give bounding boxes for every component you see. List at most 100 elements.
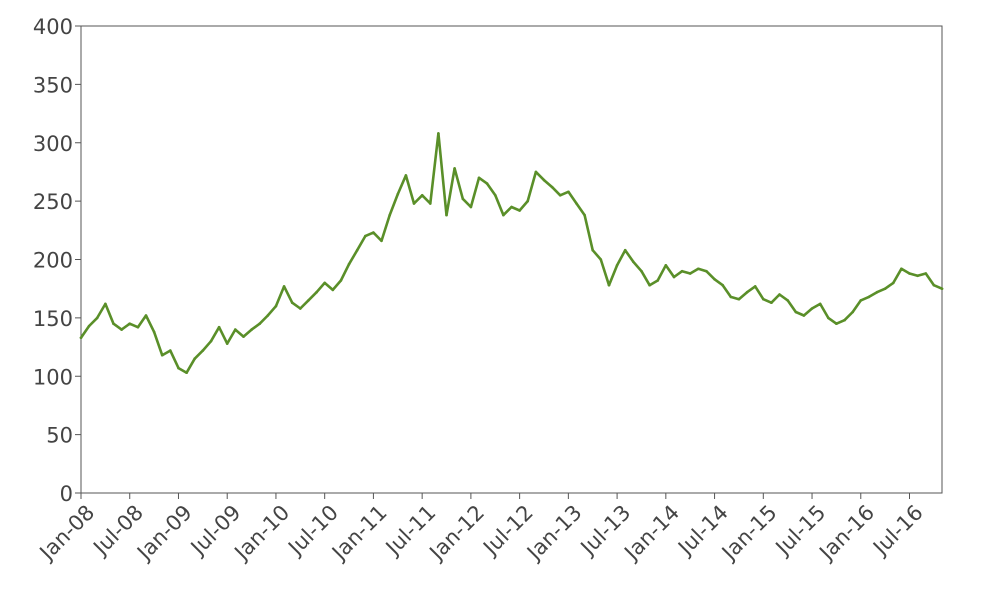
data-point (786, 299, 789, 302)
data-point (225, 342, 229, 345)
y-tick-label: 400 (33, 15, 73, 39)
data-point (307, 299, 310, 302)
data-point (87, 324, 91, 328)
data-point (688, 272, 692, 275)
data-point (315, 290, 318, 294)
data-point (144, 314, 148, 317)
data-point (567, 190, 570, 194)
data-point (859, 299, 863, 302)
data-point (550, 185, 554, 189)
data-point (453, 167, 456, 170)
data-point (542, 178, 546, 182)
data-point (201, 349, 205, 352)
y-axis-ticks: 0 50 100 150 200 250 300 350 400 (33, 15, 81, 506)
data-point (136, 325, 140, 329)
y-tick-label: 200 (33, 249, 73, 273)
data-point (534, 170, 538, 174)
data-point (648, 283, 651, 287)
data-point (299, 307, 302, 310)
data-point (932, 283, 936, 287)
data-point (477, 176, 481, 180)
data-point (518, 209, 521, 212)
data-point (160, 353, 164, 357)
data-point (152, 330, 156, 334)
data-point (794, 310, 798, 314)
data-point (875, 290, 879, 294)
data-point (388, 213, 392, 217)
data-point (892, 281, 895, 285)
data-point (721, 283, 724, 287)
data-point (169, 349, 172, 352)
y-tick-label: 100 (33, 365, 73, 389)
y-tick-label: 150 (33, 307, 73, 331)
data-point (404, 174, 408, 177)
data-point (323, 281, 327, 285)
data-point (502, 213, 505, 217)
data-point (193, 357, 196, 361)
data-point (623, 248, 627, 252)
data-point (810, 307, 814, 310)
data-point (120, 328, 123, 331)
data-point (827, 316, 830, 320)
data-point (380, 239, 383, 243)
x-tick-label: Jan-08 (34, 500, 100, 566)
data-point (485, 182, 489, 185)
y-tick-label: 0 (60, 482, 73, 506)
data-point (835, 322, 838, 326)
x-tick-label: Jan-15 (716, 500, 782, 566)
data-point (209, 339, 213, 343)
data-point (339, 279, 343, 282)
data-point (177, 366, 180, 370)
data-point (510, 205, 513, 209)
data-point (940, 287, 944, 291)
data-point (770, 301, 773, 305)
data-points (79, 132, 944, 375)
data-point (924, 272, 928, 275)
data-point (778, 293, 781, 296)
data-point (429, 202, 432, 205)
x-tick-label: Jan-13 (521, 500, 587, 566)
data-point (737, 297, 741, 301)
data-point (851, 310, 854, 314)
data-point (250, 328, 253, 331)
data-point (445, 213, 448, 217)
data-point (705, 269, 708, 273)
data-point (242, 335, 245, 338)
data-point (640, 269, 643, 273)
data-point (883, 287, 887, 291)
data-point (331, 288, 335, 292)
data-point (258, 322, 262, 326)
data-point (729, 295, 733, 299)
data-point (680, 269, 684, 273)
data-point (355, 248, 359, 252)
data-point (104, 302, 107, 306)
data-point (818, 302, 822, 306)
x-tick-label: Jan-10 (229, 500, 295, 566)
x-tick-label: Jan-12 (424, 500, 490, 566)
data-point (494, 194, 497, 197)
data-point (217, 325, 221, 329)
data-point (591, 248, 594, 252)
data-point (347, 262, 351, 266)
data-point (372, 231, 375, 234)
x-tick-label: Jan-11 (326, 500, 392, 566)
data-point (753, 285, 757, 288)
data-point (867, 295, 871, 299)
data-point (526, 199, 529, 203)
y-tick-label: 250 (33, 190, 73, 214)
data-point (282, 285, 286, 288)
data-point (469, 205, 473, 209)
data-point (185, 371, 188, 375)
data-point (575, 202, 578, 205)
x-axis-ticks: Jan-08Jul-08Jan-09Jul-09Jan-10Jul-10Jan-… (34, 493, 928, 566)
data-point (762, 297, 765, 301)
data-point (697, 267, 700, 271)
data-point (843, 318, 846, 322)
data-point (672, 275, 676, 279)
data-point (583, 213, 586, 217)
data-point (802, 314, 806, 317)
data-point (234, 328, 237, 331)
data-point (95, 316, 99, 320)
plot-area (80, 25, 943, 494)
data-point (656, 279, 659, 282)
